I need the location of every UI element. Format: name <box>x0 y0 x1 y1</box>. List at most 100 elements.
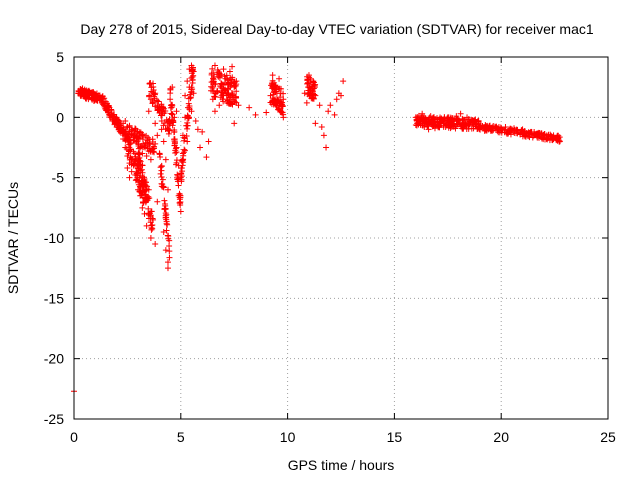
data-point <box>145 108 152 115</box>
data-point <box>168 111 175 118</box>
data-point <box>220 90 227 97</box>
data-point <box>188 75 195 82</box>
data-point <box>166 237 173 244</box>
data-point <box>538 135 545 142</box>
data-point <box>133 139 140 146</box>
data-point <box>468 125 475 132</box>
data-point <box>304 80 311 87</box>
data-point <box>211 74 218 81</box>
data-point <box>171 137 178 144</box>
data-point <box>511 126 518 133</box>
data-point <box>311 91 318 98</box>
data-point <box>166 254 173 261</box>
data-point <box>139 204 146 211</box>
data-point <box>107 112 114 119</box>
data-point <box>416 118 423 125</box>
data-point <box>272 86 279 93</box>
data-point <box>220 66 227 73</box>
data-point <box>543 132 550 139</box>
data-point <box>142 182 149 189</box>
y-tick-label: -5 <box>52 170 65 186</box>
data-point <box>80 92 87 99</box>
data-point <box>231 98 238 105</box>
data-point <box>138 166 145 173</box>
data-point <box>152 120 159 127</box>
data-point <box>338 92 344 99</box>
data-point <box>227 93 234 100</box>
data-point <box>102 105 109 112</box>
data-point <box>158 108 165 115</box>
data-point <box>226 100 233 107</box>
data-point <box>169 122 176 129</box>
data-point <box>143 152 150 159</box>
data-point <box>145 205 152 212</box>
data-point <box>303 99 310 106</box>
data-point <box>133 170 140 177</box>
data-point <box>176 199 183 206</box>
data-point <box>147 148 154 155</box>
data-point <box>99 93 106 100</box>
data-point <box>187 91 194 98</box>
data-point <box>165 130 172 137</box>
data-point <box>213 89 220 96</box>
data-point <box>149 145 156 152</box>
y-tick-label: 5 <box>56 49 64 65</box>
data-point <box>216 74 223 81</box>
data-point <box>269 77 276 84</box>
data-point <box>222 86 229 93</box>
data-point <box>164 125 171 132</box>
data-point <box>320 132 327 139</box>
data-point <box>426 114 433 121</box>
data-point <box>158 118 165 125</box>
data-point <box>163 227 170 234</box>
y-axis-label: SDTVAR / TECUs <box>5 182 21 294</box>
data-point <box>189 68 196 75</box>
data-point <box>492 124 499 131</box>
data-point <box>143 186 150 193</box>
data-point <box>219 96 226 103</box>
data-point <box>453 118 460 125</box>
data-point <box>126 174 133 181</box>
data-point <box>164 221 171 228</box>
data-point <box>168 110 175 117</box>
y-tick-label: 0 <box>56 109 64 125</box>
data-point <box>140 144 147 151</box>
y-tick-labels: 5 0 -5 -10 -15 -20 -25 <box>44 49 64 427</box>
y-tick-label: -25 <box>44 411 64 427</box>
data-point <box>141 177 148 184</box>
data-point <box>231 120 238 127</box>
data-point <box>477 122 484 129</box>
data-point <box>149 221 156 228</box>
data-point <box>162 214 169 221</box>
data-point <box>269 72 276 79</box>
data-point <box>420 116 427 123</box>
data-point <box>134 128 141 135</box>
data-point <box>157 112 164 119</box>
data-point <box>522 128 529 135</box>
data-point <box>526 134 533 141</box>
data-point <box>504 129 511 136</box>
data-point <box>147 213 154 220</box>
data-point <box>323 144 330 151</box>
data-point <box>508 125 515 132</box>
data-point <box>413 116 420 123</box>
data-point <box>184 138 191 145</box>
data-point <box>152 241 159 248</box>
data-point <box>154 107 161 114</box>
data-point <box>527 129 534 136</box>
data-point <box>162 205 169 212</box>
data-point <box>210 79 217 86</box>
data-point <box>203 154 210 161</box>
data-point <box>316 102 323 109</box>
data-point <box>454 121 461 128</box>
data-point <box>419 122 426 129</box>
data-point <box>419 110 426 117</box>
data-point <box>487 126 494 133</box>
data-point <box>83 87 90 94</box>
data-point <box>141 210 148 217</box>
data-point <box>137 167 144 174</box>
data-point <box>91 95 98 102</box>
data-point <box>271 96 278 103</box>
data-point <box>156 150 163 157</box>
